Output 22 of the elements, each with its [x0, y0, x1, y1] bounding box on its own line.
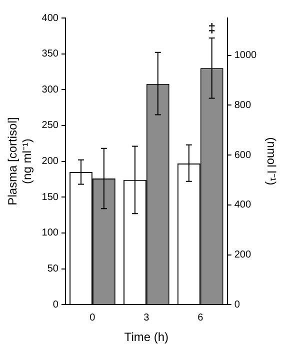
y2-axis-title: (nmol l⁻¹): [264, 137, 278, 186]
y2-tick-label: 200: [234, 250, 252, 261]
y-tick-label: 200: [42, 156, 59, 168]
y-tick-label: 50: [47, 264, 59, 275]
y2-tick-label: 400: [234, 200, 252, 211]
x-tick-label: 3: [144, 312, 150, 324]
y2-tick-label: 800: [234, 100, 252, 111]
x-axis-title: Time (h): [124, 330, 169, 344]
x-tick-label: 0: [90, 312, 96, 324]
y2-tick-label: 1000: [234, 50, 258, 62]
annotation: ‡: [208, 20, 216, 36]
y2-tick-label: 0: [234, 299, 240, 310]
y-tick-label: 300: [42, 84, 59, 96]
y2-tick-label: 600: [234, 150, 252, 161]
y-tick-label: 100: [42, 228, 59, 239]
y-axis-title: Plasma [cortisol] (ng ml⁻¹): [6, 117, 34, 206]
x-tick-label: 6: [198, 312, 204, 324]
y-tick-label: 150: [42, 192, 59, 203]
y-tick-label: 0: [52, 299, 59, 310]
y-tick-label: 350: [42, 48, 59, 60]
y-tick-label: 250: [42, 120, 59, 132]
y-tick-label: 400: [42, 12, 59, 24]
